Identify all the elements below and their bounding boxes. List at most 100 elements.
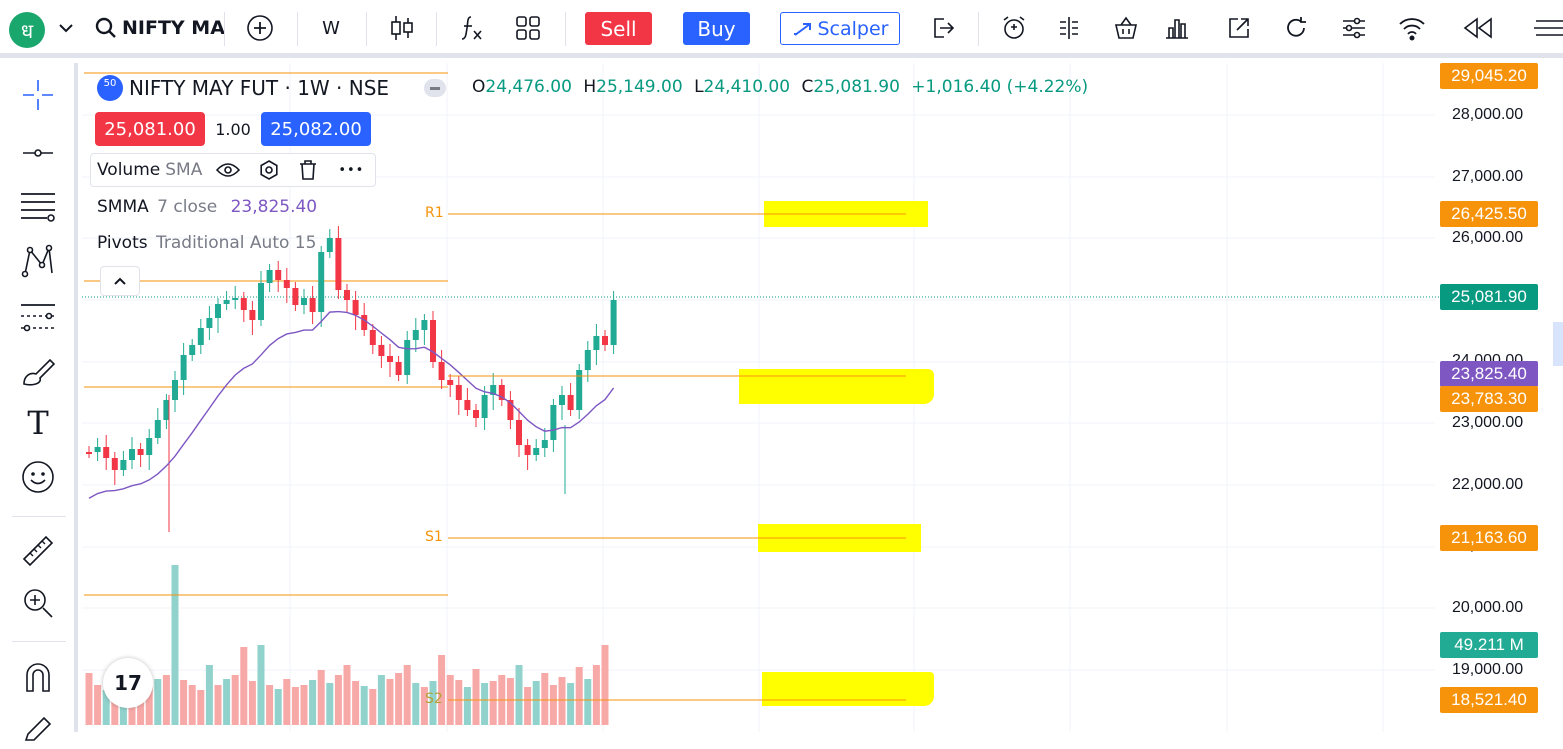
watermark-text: 17 xyxy=(114,671,142,695)
volume-bars xyxy=(85,565,609,725)
share-icon[interactable] xyxy=(926,0,960,56)
high-label: H xyxy=(583,77,597,97)
brush-icon[interactable] xyxy=(14,351,62,391)
volume-bar xyxy=(506,678,514,725)
scroll-handle[interactable] xyxy=(1553,322,1563,366)
price-tag-top: 29,045.20 xyxy=(1440,63,1538,89)
magnet-icon[interactable] xyxy=(14,657,62,697)
volume-bar xyxy=(403,665,411,725)
zoom-in-icon[interactable] xyxy=(14,583,62,623)
candles-icon[interactable] xyxy=(386,0,418,56)
add-symbol-icon[interactable] xyxy=(243,0,277,56)
drawing-toolbar: T xyxy=(0,63,78,741)
symbol-search[interactable]: NIFTY MA xyxy=(95,0,225,56)
volume-bar xyxy=(567,683,575,725)
scalper-button[interactable]: Scalper xyxy=(780,12,900,45)
badge-text: 50 xyxy=(103,78,117,89)
alert-icon[interactable] xyxy=(997,0,1031,56)
candle xyxy=(240,292,247,322)
line-icon[interactable] xyxy=(14,133,62,173)
axis-tick: 22,000.00 xyxy=(1452,476,1524,493)
candle xyxy=(172,371,178,412)
buy-button[interactable]: Buy xyxy=(683,12,750,45)
symbol-legend[interactable]: 50 NIFTY MAY FUT · 1W · NSE xyxy=(97,75,389,101)
smma-legend[interactable]: SMMA 7 close 23,825.40 xyxy=(97,197,317,217)
chart-icon[interactable] xyxy=(1160,0,1194,56)
candle xyxy=(395,356,402,381)
price-tag-last: 25,081.90 xyxy=(1440,284,1538,310)
axis-tick: 26,000.00 xyxy=(1452,229,1524,246)
candle xyxy=(438,350,445,389)
gear-icon[interactable] xyxy=(258,159,280,181)
symbol-title: NIFTY MAY FUT · 1W · NSE xyxy=(129,76,390,100)
volume-bar xyxy=(592,665,600,725)
settings-icon[interactable] xyxy=(1337,0,1371,56)
templates-icon[interactable] xyxy=(512,0,544,56)
low-value: 24,410.00 xyxy=(703,77,791,97)
popout-icon[interactable] xyxy=(1222,0,1256,56)
price-tag-r1: 26,425.50 xyxy=(1440,201,1538,227)
replay-icon[interactable] xyxy=(1052,0,1086,56)
candle xyxy=(447,374,454,397)
bid-price-button[interactable]: 25,081.00 xyxy=(95,112,205,146)
volume-indicator-legend[interactable]: Volume SMA ••• xyxy=(90,153,376,187)
pattern-icon[interactable] xyxy=(14,241,62,281)
crosshair-icon[interactable] xyxy=(14,75,62,115)
spread: 1.00 xyxy=(215,119,251,139)
candle xyxy=(404,331,411,384)
emoji-icon[interactable] xyxy=(14,457,62,497)
forecast-icon[interactable] xyxy=(14,297,62,337)
trash-icon[interactable] xyxy=(298,159,318,181)
volume-bar xyxy=(377,675,385,725)
ruler-icon[interactable] xyxy=(14,531,62,571)
candle xyxy=(266,264,273,292)
rewind-icon[interactable] xyxy=(1460,0,1496,56)
basket-icon[interactable] xyxy=(1109,0,1143,56)
chevron-down-icon[interactable] xyxy=(54,0,78,56)
text-icon[interactable]: T xyxy=(14,403,62,443)
candle xyxy=(567,383,574,416)
price-tag-s1: 21,163.60 xyxy=(1440,525,1538,551)
candle xyxy=(120,451,127,476)
volume-bar xyxy=(214,685,222,725)
candle xyxy=(223,291,230,310)
interval-button[interactable]: W xyxy=(313,0,349,56)
candle xyxy=(86,446,92,458)
candle xyxy=(352,291,359,330)
app-logo[interactable]: ध xyxy=(9,12,45,48)
candle xyxy=(576,364,583,419)
exchange-badge: 50 xyxy=(97,75,123,101)
volume-bar xyxy=(94,685,102,725)
volume-bar xyxy=(274,689,282,725)
signal-icon[interactable] xyxy=(1395,0,1429,56)
ask-price-button[interactable]: 25,082.00 xyxy=(261,112,371,146)
pivot-label-s2: S2 xyxy=(425,691,443,707)
legend-collapse[interactable] xyxy=(424,79,446,97)
smma-line xyxy=(88,310,615,499)
candle xyxy=(507,391,514,429)
fib-icon[interactable] xyxy=(14,187,62,227)
candle xyxy=(498,379,505,406)
sell-button[interactable]: Sell xyxy=(585,12,652,45)
eye-icon[interactable] xyxy=(216,162,241,178)
collapse-legend-button[interactable] xyxy=(100,266,140,296)
candle xyxy=(163,394,170,429)
candle xyxy=(103,435,110,470)
sell-label: Sell xyxy=(600,16,637,41)
volume-bar xyxy=(291,687,299,725)
volume-bar xyxy=(300,685,308,725)
candle xyxy=(412,318,419,352)
candle xyxy=(146,429,153,470)
refresh-icon[interactable] xyxy=(1279,0,1313,56)
volume-bar xyxy=(429,681,437,725)
candle xyxy=(197,319,204,354)
menu-icon[interactable] xyxy=(1532,0,1563,56)
volume-bar xyxy=(438,655,446,725)
pivots-legend[interactable]: Pivots Traditional Auto 15 xyxy=(97,233,316,253)
more-icon[interactable]: ••• xyxy=(338,162,365,178)
volume-bar xyxy=(412,683,420,725)
price-tag-s2: 18,521.40 xyxy=(1440,687,1538,713)
candle xyxy=(344,284,350,312)
tradingview-logo[interactable]: 17 xyxy=(103,658,153,708)
indicators-icon[interactable] xyxy=(455,0,487,56)
